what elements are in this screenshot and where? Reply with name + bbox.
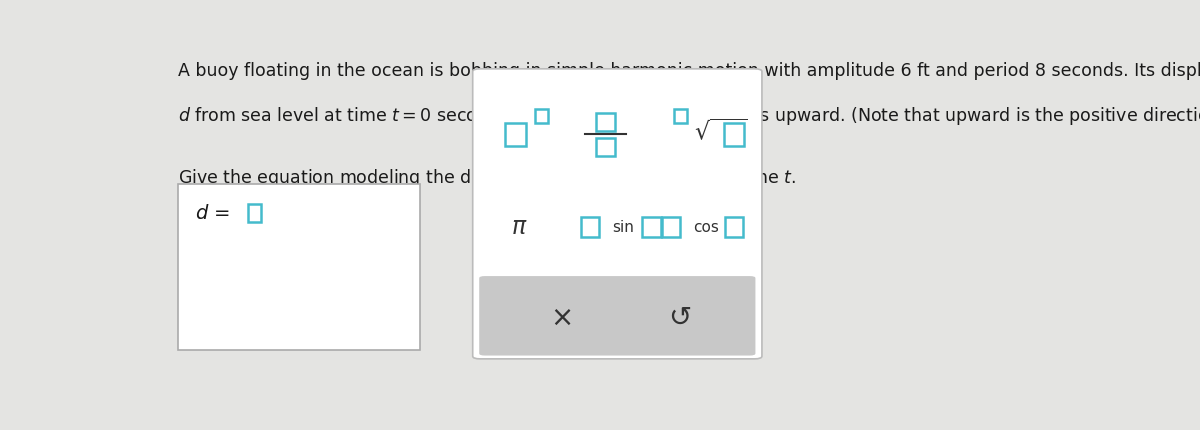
Bar [661,217,680,237]
Bar [596,138,616,156]
FancyBboxPatch shape [247,204,260,222]
Text: sin: sin [612,220,634,235]
Text: cos: cos [694,220,719,235]
Text: Give the equation modeling the displacement $d$ as a function of time $t$.: Give the equation modeling the displacem… [178,168,796,190]
FancyBboxPatch shape [178,184,420,350]
Bar [596,113,616,131]
Text: $\pi$: $\pi$ [511,215,528,239]
Text: ↺: ↺ [668,304,691,332]
Text: $d$ from sea level at time $t$ = 0 seconds is −6 ft, and initially it moves upwa: $d$ from sea level at time $t$ = 0 secon… [178,104,1200,126]
Text: A buoy floating in the ocean is bobbing in simple harmonic motion with amplitude: A buoy floating in the ocean is bobbing … [178,61,1200,80]
Bar [725,217,743,237]
Text: $d$ =: $d$ = [194,204,232,223]
Bar [581,217,599,237]
Text: $\sqrt{\,\,\,\,\,\,\,\,}$: $\sqrt{\,\,\,\,\,\,\,\,}$ [694,119,748,145]
Bar [673,109,686,123]
Bar [535,109,548,123]
FancyBboxPatch shape [479,276,756,356]
Bar [505,123,526,146]
Text: ×: × [551,304,574,332]
FancyBboxPatch shape [473,69,762,359]
Bar [724,123,744,146]
Bar [642,217,660,237]
